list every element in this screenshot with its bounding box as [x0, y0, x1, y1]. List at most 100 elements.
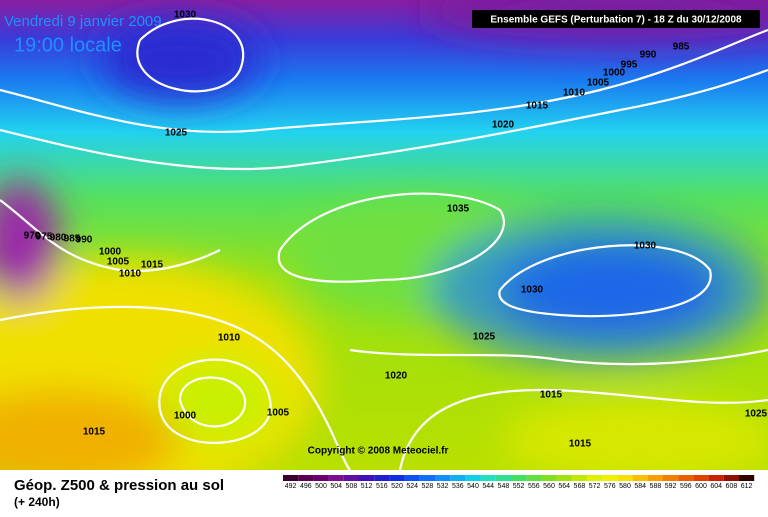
isobar-label: 1025	[165, 128, 188, 139]
scale-label: 528	[422, 483, 434, 490]
scale-label: 548	[498, 483, 510, 490]
scale-label: 544	[482, 483, 494, 490]
scale-label: 596	[680, 483, 692, 490]
local-time: 19:00 locale	[14, 34, 122, 56]
isobar-label: 990	[640, 50, 657, 61]
scale-label: 536	[452, 483, 464, 490]
isobar-label: 975	[36, 232, 53, 243]
isobar-label: 1005	[107, 257, 130, 268]
isobar-label: 985	[64, 234, 81, 245]
run-info-box	[472, 10, 760, 28]
scale-swatch	[419, 475, 435, 481]
isobar-label: 1010	[218, 333, 241, 344]
scale-swatch	[298, 475, 314, 481]
isobar-label: 970	[24, 231, 41, 242]
scale-label: 500	[315, 483, 327, 490]
scale-label: 504	[330, 483, 342, 490]
scale-label: 524	[406, 483, 418, 490]
scale-swatch	[602, 475, 618, 481]
scale-label: 492	[285, 483, 297, 490]
isobar-label: 1015	[569, 439, 592, 450]
isobar-label: 1030	[634, 241, 657, 252]
scale-label: 592	[665, 483, 677, 490]
scale-swatch	[374, 475, 390, 481]
isobar-label: 990	[76, 235, 93, 246]
scale-swatch	[450, 475, 466, 481]
scale-swatch	[663, 475, 679, 481]
isobar-label: 1010	[119, 269, 142, 280]
scale-label: 580	[619, 483, 631, 490]
scale-swatch	[587, 475, 603, 481]
isobar-label: 1000	[99, 247, 122, 258]
isobar-label: 1035	[447, 204, 470, 215]
isobar-label: 1020	[492, 120, 515, 131]
scale-swatch	[389, 475, 405, 481]
isobar-label: 1000	[174, 411, 197, 422]
scale-swatch	[617, 475, 633, 481]
scale-swatch	[678, 475, 694, 481]
scale-swatch	[632, 475, 648, 481]
map: 1030985990995100010051010101510201025103…	[0, 0, 768, 500]
scale-label: 608	[726, 483, 738, 490]
scale-swatch	[313, 475, 329, 481]
isobar-label: 1010	[563, 88, 586, 99]
isobar-label: 1030	[174, 10, 197, 21]
run-info: Ensemble GEFS (Perturbation 7) - 18 Z du…	[490, 15, 742, 26]
scale-swatch	[556, 475, 572, 481]
scale-label: 604	[710, 483, 722, 490]
scale-swatch	[283, 475, 299, 481]
scale-swatch	[495, 475, 511, 481]
copyright: Copyright © 2008 Meteociel.fr	[308, 446, 449, 457]
scale-swatch	[511, 475, 527, 481]
scale-swatch	[647, 475, 663, 481]
scale-label: 532	[437, 483, 449, 490]
scale-swatch	[708, 475, 724, 481]
scale-label: 588	[650, 483, 662, 490]
scale-label: 516	[376, 483, 388, 490]
isobar-label: 985	[673, 42, 690, 53]
scale-swatch	[480, 475, 496, 481]
scale-label: 584	[634, 483, 646, 490]
isobar-label: 1015	[141, 260, 164, 271]
scale-swatch	[343, 475, 359, 481]
isobar-label: 1025	[473, 332, 496, 343]
scale-label: 552	[513, 483, 525, 490]
scale-label: 564	[558, 483, 570, 490]
scale-swatch	[328, 475, 344, 481]
scale-swatch	[739, 475, 755, 481]
isobar-label: 1030	[521, 285, 544, 296]
scale-swatch	[723, 475, 739, 481]
date: Vendredi 9 janvier 2009	[4, 13, 162, 30]
scale-swatch	[465, 475, 481, 481]
isobar-label: 1015	[526, 101, 549, 112]
isobar-label: 980	[50, 233, 67, 244]
isobar-label: 1000	[603, 68, 626, 79]
lead-time: (+ 240h)	[14, 495, 60, 509]
isobar-label: 1025	[745, 409, 768, 420]
isobar-label: 1005	[587, 78, 610, 89]
scale-label: 612	[741, 483, 753, 490]
scale-swatch	[359, 475, 375, 481]
scale-label: 508	[346, 483, 358, 490]
scale-label: 560	[543, 483, 555, 490]
scale-label: 540	[467, 483, 479, 490]
scale-swatch	[435, 475, 451, 481]
scale-label: 568	[574, 483, 586, 490]
isobar-label: 1015	[83, 427, 106, 438]
footer-title: Géop. Z500 & pression au sol	[14, 477, 224, 494]
scale-label: 576	[604, 483, 616, 490]
isobar-label: 1015	[540, 390, 563, 401]
isobar-label: 1005	[267, 408, 290, 419]
scale-label: 520	[391, 483, 403, 490]
isobar-label: 1020	[385, 371, 408, 382]
scale-label: 496	[300, 483, 312, 490]
scale-swatch	[404, 475, 420, 481]
scale-label: 572	[589, 483, 601, 490]
scale-swatch	[693, 475, 709, 481]
scale-label: 512	[361, 483, 373, 490]
scale-swatch	[541, 475, 557, 481]
scale-swatch	[526, 475, 542, 481]
scale-label: 600	[695, 483, 707, 490]
scale-swatch	[571, 475, 587, 481]
